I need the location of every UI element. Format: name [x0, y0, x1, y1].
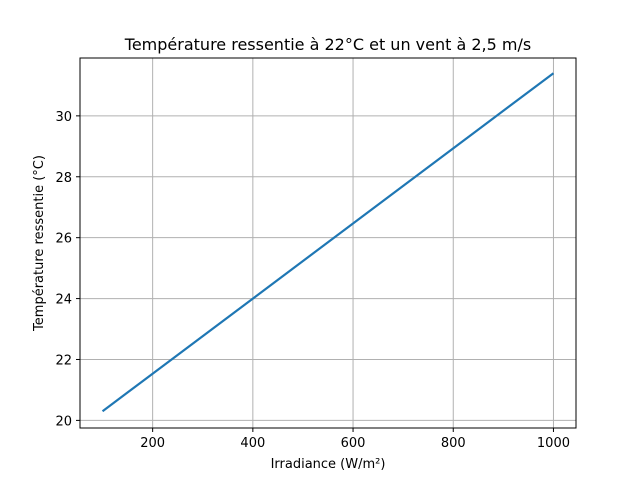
y-tick-label: 22 — [55, 353, 72, 368]
x-tick-label: 1000 — [537, 436, 570, 451]
chart-title: Température ressentie à 22°C et un vent … — [124, 35, 531, 54]
y-tick-label: 30 — [55, 110, 72, 125]
grid-layer — [80, 58, 576, 428]
tick-layer: 200 400 600 800 1000 20 22 24 26 28 30 — [55, 110, 570, 451]
y-tick-label: 20 — [55, 414, 72, 429]
plot-frame — [79, 57, 577, 429]
y-axis-label: Température ressentie (°C) — [32, 155, 47, 332]
x-tick-label: 400 — [240, 436, 265, 451]
x-tick-label: 800 — [441, 436, 466, 451]
series-line — [101, 72, 555, 413]
x-axis-label: Irradiance (W/m²) — [271, 457, 386, 472]
y-tick-label: 28 — [55, 171, 72, 186]
x-tick-label: 200 — [140, 436, 165, 451]
series-layer — [101, 72, 555, 413]
y-tick-label: 26 — [55, 232, 72, 247]
x-tick-label: 600 — [341, 436, 366, 451]
y-tick-label: 24 — [55, 293, 72, 308]
